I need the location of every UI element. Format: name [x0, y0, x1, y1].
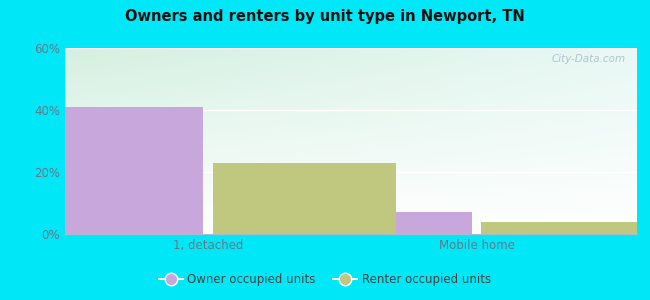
Bar — [289, 212, 473, 234]
Bar — [482, 222, 650, 234]
Legend: Owner occupied units, Renter occupied units: Owner occupied units, Renter occupied un… — [154, 269, 496, 291]
Text: Owners and renters by unit type in Newport, TN: Owners and renters by unit type in Newpo… — [125, 9, 525, 24]
Bar — [20, 107, 203, 234]
Bar — [213, 163, 396, 234]
Text: City-Data.com: City-Data.com — [551, 54, 625, 64]
